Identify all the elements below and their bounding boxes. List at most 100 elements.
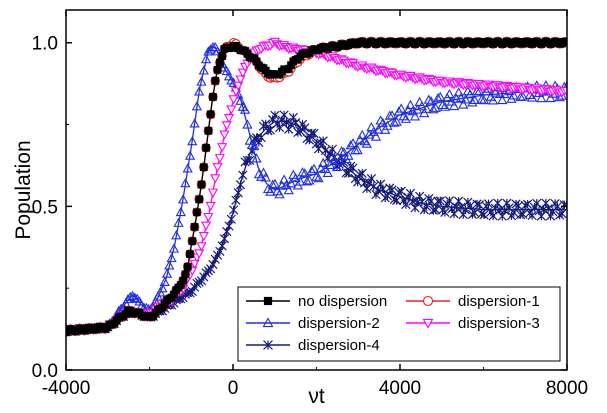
- data-point: [207, 188, 219, 198]
- data-point: [435, 91, 446, 101]
- data-point: [193, 208, 201, 217]
- data-point: [258, 167, 269, 177]
- data-point: [543, 204, 553, 214]
- legend-label: no dispersion: [298, 293, 387, 310]
- x-axis-title: νt: [308, 385, 325, 408]
- data-point: [190, 223, 199, 231]
- data-point: [431, 205, 441, 215]
- data-point: [421, 103, 432, 113]
- data-point: [175, 206, 186, 217]
- data-point: [173, 217, 184, 227]
- data-point: [205, 201, 216, 212]
- data-point: [465, 89, 476, 99]
- data-point: [345, 139, 356, 150]
- data-point: [269, 178, 281, 188]
- data-point: [164, 260, 175, 270]
- data-point: [210, 174, 221, 184]
- data-point: [423, 94, 434, 104]
- data-point: [200, 54, 212, 64]
- data-point: [416, 101, 428, 111]
- series-no-dispersion: [66, 37, 567, 336]
- data-point: [439, 101, 451, 111]
- data-point: [499, 205, 510, 216]
- data-point: [400, 113, 411, 123]
- data-point: [245, 155, 255, 166]
- data-point: [299, 168, 310, 178]
- data-point: [393, 106, 405, 116]
- data-point: [334, 155, 345, 166]
- data-point: [159, 276, 170, 286]
- series-dispersion-3: [66, 37, 567, 338]
- data-point: [215, 58, 224, 67]
- data-point: [403, 105, 414, 115]
- data-point: [214, 154, 225, 164]
- data-point: [226, 214, 236, 224]
- data-point: [465, 201, 475, 211]
- data-point: [251, 153, 262, 163]
- legend-label: dispersion-1: [458, 293, 540, 310]
- data-point: [226, 105, 237, 115]
- data-point: [219, 234, 230, 244]
- data-point: [405, 99, 416, 109]
- data-point: [476, 94, 487, 104]
- data-point: [387, 185, 397, 195]
- data-point: [454, 196, 464, 206]
- data-point: [488, 211, 498, 221]
- data-point: [313, 172, 324, 183]
- data-point: [198, 231, 209, 242]
- legend-item-dispersion-4: dispersion-4: [246, 337, 380, 354]
- data-point: [182, 163, 193, 173]
- data-point: [184, 150, 196, 160]
- data-point: [213, 65, 222, 74]
- x-tick-label: 4000: [379, 378, 421, 399]
- data-point: [228, 95, 239, 105]
- data-point: [306, 165, 317, 175]
- legend-label: dispersion-3: [458, 315, 540, 332]
- data-point: [218, 52, 227, 60]
- data-point: [297, 167, 308, 177]
- data-point: [127, 290, 138, 300]
- data-point: [453, 87, 464, 97]
- x-tick-label: -4000: [42, 378, 91, 399]
- data-point: [171, 230, 182, 240]
- data-point: [448, 100, 460, 111]
- data-point: [368, 126, 379, 136]
- data-point: [260, 172, 271, 182]
- data-point: [401, 199, 411, 210]
- data-point: [209, 93, 217, 101]
- x-tick-label: 8000: [546, 378, 588, 399]
- data-point: [235, 180, 246, 190]
- data-point: [354, 134, 366, 144]
- data-point: [396, 103, 407, 113]
- data-point: [224, 221, 234, 231]
- data-point: [267, 179, 278, 189]
- data-point: [238, 170, 248, 180]
- data-point: [304, 175, 315, 185]
- data-point: [478, 94, 490, 105]
- data-point: [499, 88, 510, 99]
- data-point: [217, 241, 227, 251]
- data-point: [179, 276, 187, 285]
- legend-item-no-dispersion: no dispersion: [246, 293, 387, 310]
- data-point: [200, 221, 212, 231]
- data-point: [373, 124, 384, 134]
- data-point: [338, 147, 349, 157]
- data-point: [527, 210, 537, 221]
- data-point: [223, 113, 235, 124]
- data-point: [186, 250, 194, 258]
- data-point: [205, 44, 216, 54]
- data-point: [422, 318, 434, 329]
- data-point: [318, 136, 328, 146]
- data-point: [318, 157, 329, 168]
- data-point: [425, 96, 437, 106]
- data-point: [460, 94, 471, 104]
- data-point: [279, 174, 290, 184]
- data-point: [246, 139, 258, 150]
- y-tick-label: 1.0: [32, 34, 58, 55]
- data-point: [196, 242, 207, 252]
- data-point: [283, 184, 294, 195]
- data-point: [168, 243, 180, 253]
- data-point: [262, 317, 274, 328]
- data-point: [202, 143, 210, 152]
